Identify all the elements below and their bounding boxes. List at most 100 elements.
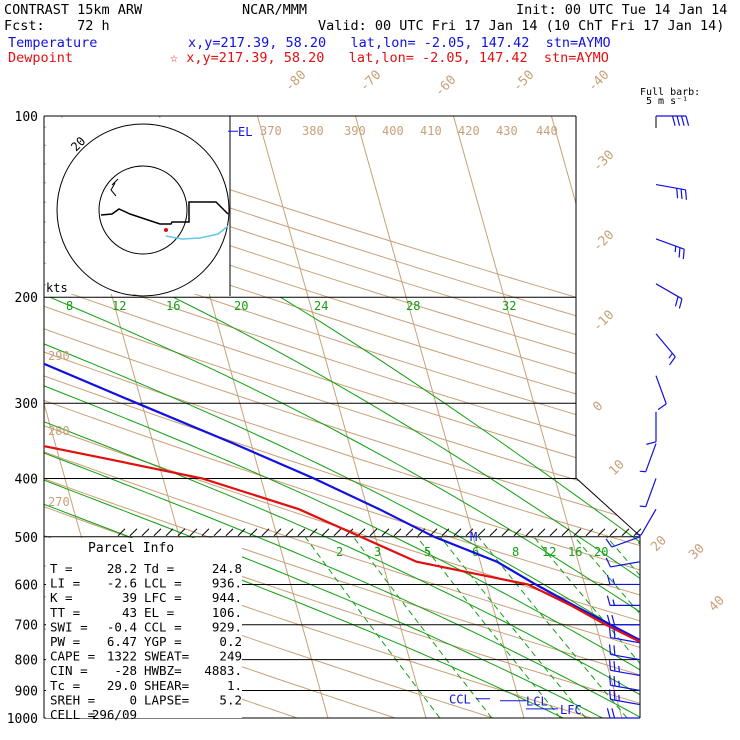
isotherm-label: -80 [282,68,309,95]
barb-feather [606,595,611,606]
wind-barb [606,574,640,586]
hodograph-units-label: kts [46,281,68,295]
parcel-key: Td = [144,561,174,576]
dry-adiabat-line [44,116,640,718]
dry-adiabat-line [44,116,640,718]
barb-feather [646,441,657,445]
isotherm-line [256,116,427,718]
barb-staff [655,184,686,191]
barb-staff [610,698,641,706]
barb-feather [612,599,616,606]
mixing-ratio-label: 2 [336,545,343,559]
isotherm-label: -40 [585,68,612,95]
barb-feather [606,614,611,625]
mixing-ratio-line [416,536,561,718]
hatch-mark [141,528,150,537]
mixing-ratio-line [478,536,628,718]
temperature-legend-label: Temperature [8,35,98,51]
wind-barb [606,614,640,626]
parcel-value: 106. [212,605,242,620]
parcel-value: 5.2 [219,692,242,707]
pressure-label: 200 [15,291,38,306]
hatch-mark [489,528,498,537]
isotherm-label: 10 [606,457,628,479]
parcel-value: 24.8 [212,561,242,576]
hatch-mark [273,528,282,537]
parcel-value: 929. [212,619,242,634]
barb-feather [612,578,616,585]
wind-barb [655,375,667,411]
parcel-key: HWBZ= [144,663,182,678]
el-label: EL [238,125,252,139]
mixing-ratio-label: 8 [512,545,519,559]
barb-feather [639,505,646,508]
pressure-label: 1000 [7,712,38,727]
parcel-value: 296/09 [92,707,137,722]
hatch-mark [213,528,222,537]
isotherm-line [550,116,640,718]
barb-feather [669,356,676,366]
wind-barb [639,478,657,508]
hatch-mark [525,528,534,537]
lcl-label: LCL [526,695,548,709]
parcel-key: CAPE = [50,649,95,664]
right-axis [575,116,641,718]
mixing-ratio-label: 20 [594,545,608,559]
parcel-key: K = [50,590,73,605]
parcel-key: CELL = [50,707,95,722]
barb-staff [610,669,641,677]
dry-adiabat-line [44,116,640,718]
isotherm-label: -20 [590,228,617,255]
temperature-legend-info: x,y=217.39, 58.20 lat,lon= -2.05, 147.42… [188,35,611,51]
dry-adiabat-line [44,116,640,718]
lcl-lfc-ticks [500,700,558,710]
pressure-label: 700 [15,619,38,634]
hatch-mark [549,528,558,537]
wind-barb [655,333,676,366]
hatch-mark [501,528,510,537]
hatch-mark [285,528,294,537]
hatch-mark [309,528,318,537]
wind-barb [605,536,641,548]
dry-adiabat-line [44,116,494,718]
parcel-key: SREH = [50,692,95,707]
theta-label: 430 [496,124,518,138]
barb-key-title: Full barb: [640,87,700,98]
hatch-mark [153,528,162,537]
barb-feather [639,470,646,473]
barb-staff [610,561,641,568]
hodograph-trace [100,201,229,225]
hatch-mark [249,528,258,537]
isotherm-label: -50 [510,68,537,95]
source-label: NCAR/MMM [242,2,308,18]
isotherm-label: -30 [590,148,617,175]
valid-time: Valid: 00 UTC Fri 17 Jan 14 (10 ChT Fri … [318,18,725,34]
hatch-mark [561,528,570,537]
parcel-value: -0.4 [107,619,137,634]
parcel-value: 1322 [107,649,137,664]
barb-feather [674,296,679,307]
parcel-value: 944. [212,590,242,605]
moist-adiabat-line [280,296,640,718]
isotherm-line [452,116,623,718]
isotherm-line [649,116,740,718]
hatch-mark [609,528,618,537]
moist-adiabat-line [173,296,640,718]
barb-key-units: 5 m s⁻¹ [646,96,688,107]
barb-feather [605,538,613,548]
hatch-mark [381,528,390,537]
wind-barb [608,675,641,692]
hatch-mark [369,528,378,537]
parcel-key: SWEAT= [144,649,189,664]
barb-staff [655,333,676,358]
barb-feather [613,676,616,687]
barb-feather [671,115,676,126]
m-label: M [470,530,477,544]
isotherm-label: 0 [590,399,606,415]
mixing-ratio-label: 12 [542,545,556,559]
wind-barb [608,689,641,706]
barb-feather [618,694,620,701]
hatch-mark [585,528,594,537]
